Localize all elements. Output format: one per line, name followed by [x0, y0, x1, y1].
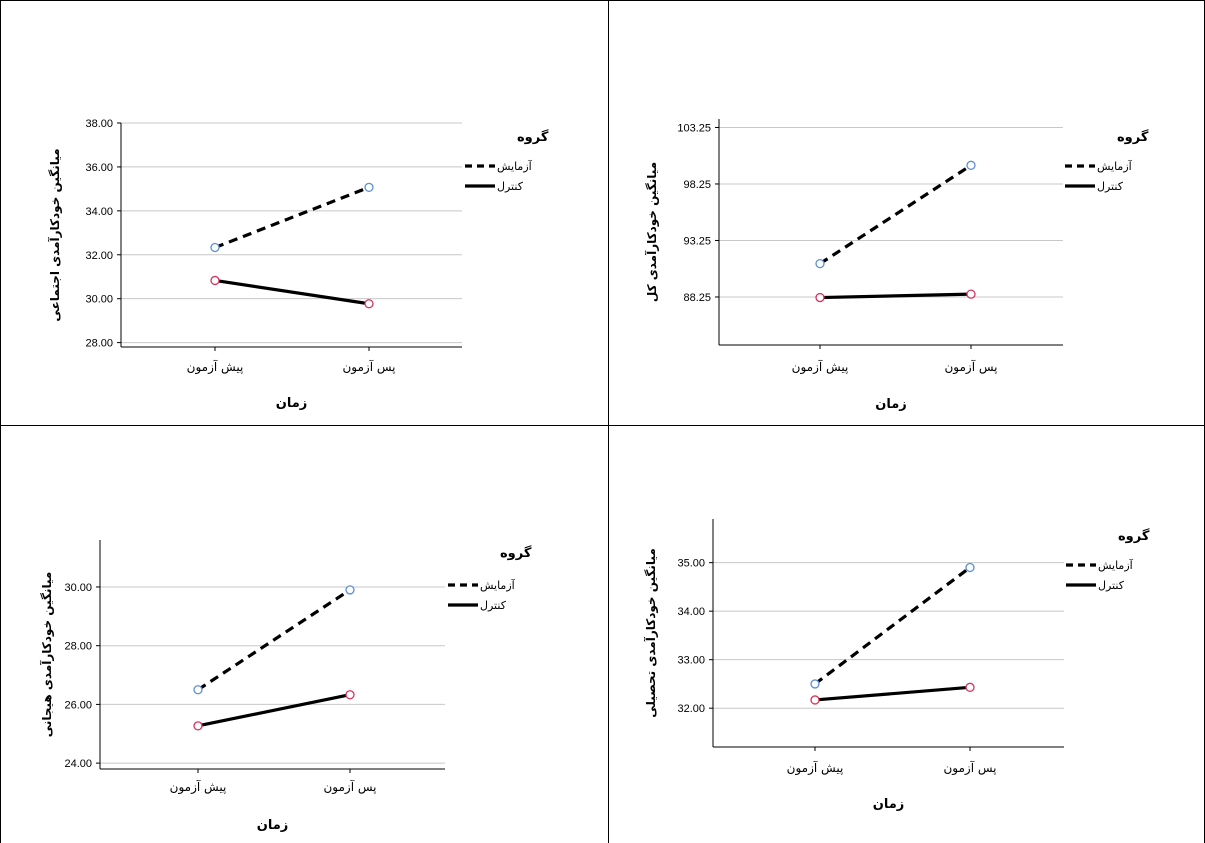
x-tick-label: پیش آزمون — [187, 359, 244, 375]
data-point — [966, 160, 976, 170]
y-tick-label: 32.00 — [677, 703, 705, 715]
y-tick-label: 98.25 — [683, 179, 711, 191]
x-tick-label: پس آزمون — [342, 359, 395, 375]
legend-title: گروه — [1118, 528, 1150, 544]
chart-panel-emotional: 24.00 26.00 28.00 30.00 پیش آزمون پس آزمون زما… — [0, 425, 609, 843]
data-point — [364, 182, 374, 192]
y-tick-label: 36.00 — [85, 162, 113, 174]
y-tick-label: 93.25 — [683, 235, 711, 247]
legend-title: گروه — [1117, 129, 1149, 145]
x-tick-label: پیش آزمون — [792, 359, 849, 375]
chart-svg: 28.00 30.00 32.00 34.00 36.00 38.00 پیش آزمون پ… — [47, 118, 549, 411]
y-tick-label: 28.00 — [64, 641, 92, 653]
legend-item: آزمایش — [497, 159, 533, 173]
x-tick-label: پیش آزمون — [787, 760, 844, 776]
series-line-control — [819, 292, 972, 300]
legend-item: آزمایش — [1098, 558, 1134, 572]
series-line-experimental — [197, 588, 351, 692]
series-line-experimental — [819, 163, 972, 265]
x-tick-label: پس آزمون — [943, 760, 996, 776]
series-line-experimental — [814, 566, 971, 686]
y-tick-label: 28.00 — [85, 338, 113, 350]
legend-item: کنترل — [497, 180, 524, 193]
legend-item: آزمایش — [480, 578, 516, 592]
chart-svg: 88.25 93.25 98.25 103.25 پیش آزمون پس آزمون زم… — [644, 119, 1149, 412]
legend-item: آزمایش — [1097, 159, 1133, 173]
series-line-control — [197, 693, 351, 728]
y-axis-label: میانگین خودکارآمدی تحصیلی — [643, 548, 659, 717]
chart-svg: 32.00 33.00 34.00 35.00 پیش آزمون پس آزمون زما… — [643, 519, 1150, 812]
chart-panel-social: 28.00 30.00 32.00 34.00 36.00 38.00 پیش آزمون پ… — [0, 0, 609, 426]
y-tick-label: 88.25 — [683, 292, 711, 304]
legend-title: گروه — [517, 129, 549, 145]
series-line-experimental — [214, 185, 370, 250]
y-tick-label: 34.00 — [677, 606, 705, 618]
legend-title: گروه — [500, 545, 532, 561]
data-point — [193, 685, 203, 695]
chart-panel-total: 88.25 93.25 98.25 103.25 پیش آزمون پس آزمون زم… — [608, 0, 1205, 426]
y-tick-label: 34.00 — [85, 206, 113, 218]
legend-item: کنترل — [1097, 180, 1124, 193]
data-point — [810, 679, 820, 689]
y-axis-label: میانگین خودکارآمدی اجتماعی — [47, 148, 63, 321]
y-tick-label: 38.00 — [85, 118, 113, 130]
data-point — [345, 690, 355, 700]
data-point — [965, 562, 975, 573]
chart-svg: 24.00 26.00 28.00 30.00 پیش آزمون پس آزمون زما… — [39, 540, 532, 833]
y-tick-label: 24.00 — [64, 758, 92, 770]
data-point — [210, 242, 220, 253]
x-axis-label: زمان — [873, 797, 905, 812]
y-tick-label: 33.00 — [677, 655, 705, 667]
legend-item: کنترل — [1098, 579, 1125, 592]
x-tick-label: پس آزمون — [323, 779, 376, 795]
series-line-control — [814, 685, 971, 702]
x-axis-label: زمان — [875, 397, 907, 412]
y-axis-label: میانگین خودکارآمدی کل — [644, 162, 660, 302]
data-point — [810, 695, 820, 705]
chart-panel-academic: 32.00 33.00 34.00 35.00 پیش آزمون پس آزمون زما… — [608, 425, 1205, 843]
y-tick-label: 30.00 — [64, 582, 92, 594]
y-tick-label: 30.00 — [85, 294, 113, 306]
y-tick-label: 26.00 — [64, 699, 92, 711]
y-tick-label: 35.00 — [677, 558, 705, 570]
x-axis-label: زمان — [257, 818, 289, 833]
y-tick-label: 32.00 — [85, 250, 113, 262]
series-line-control — [214, 278, 370, 306]
x-tick-label: پس آزمون — [944, 359, 997, 375]
data-point — [193, 721, 203, 731]
y-tick-label: 103.25 — [677, 122, 711, 134]
data-point — [965, 682, 975, 692]
data-point — [966, 289, 976, 299]
x-axis-label: زمان — [276, 396, 308, 411]
data-point — [815, 292, 825, 303]
data-point — [210, 275, 220, 286]
legend-item: کنترل — [480, 599, 507, 612]
data-point — [345, 585, 355, 595]
y-axis-label: میانگین خودکارآمدی هیجانی — [39, 572, 55, 738]
data-point — [364, 299, 374, 309]
data-point — [815, 258, 825, 269]
x-tick-label: پیش آزمون — [170, 779, 227, 795]
